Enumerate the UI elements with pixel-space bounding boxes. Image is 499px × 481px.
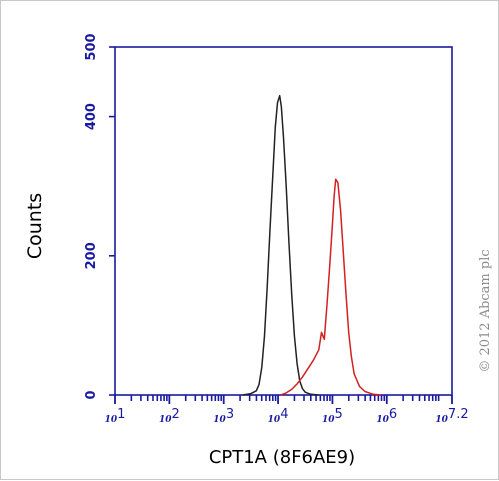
y-tick-label: 200 xyxy=(84,242,99,269)
histogram-line-2 xyxy=(280,178,382,396)
y-tick-label: 400 xyxy=(84,103,99,130)
copyright-watermark: © 2012 Abcam plc xyxy=(478,249,493,372)
x-tick-label: 105 xyxy=(322,407,343,425)
x-tick-exponent: 4 xyxy=(280,407,288,422)
x-tick-exponent: 3 xyxy=(226,407,234,422)
histogram-line-1 xyxy=(242,94,319,396)
x-tick-exponent: 7.2 xyxy=(448,407,469,422)
x-tick-base: 10 xyxy=(213,415,226,425)
x-tick-base: 10 xyxy=(376,415,389,425)
x-axis-label: CPT1A (8F6AE9) xyxy=(209,447,355,468)
x-tick-base: 10 xyxy=(322,415,335,425)
x-tick-label: 103 xyxy=(213,407,234,425)
series-layer xyxy=(242,94,382,396)
y-axis-label: Counts xyxy=(24,193,46,259)
x-tick-label: 106 xyxy=(376,407,397,425)
x-tick-base: 10 xyxy=(435,415,448,425)
x-tick-base: 10 xyxy=(159,415,172,425)
x-tick-label: 104 xyxy=(268,407,289,425)
x-tick-base: 10 xyxy=(105,415,118,425)
x-tick-exponent: 6 xyxy=(389,407,397,422)
y-tick-label: 500 xyxy=(84,33,99,60)
x-tick-exponent: 1 xyxy=(117,407,125,422)
y-tick-label: 0 xyxy=(84,390,99,399)
x-tick-exponent: 2 xyxy=(171,407,179,422)
x-tick-exponent: 5 xyxy=(335,407,343,422)
plot-frame xyxy=(114,46,453,396)
x-tick-base: 10 xyxy=(268,415,281,425)
x-tick-label: 101 xyxy=(105,407,126,425)
x-tick-label: 107.2 xyxy=(435,407,468,425)
x-tick-label: 102 xyxy=(159,407,180,425)
